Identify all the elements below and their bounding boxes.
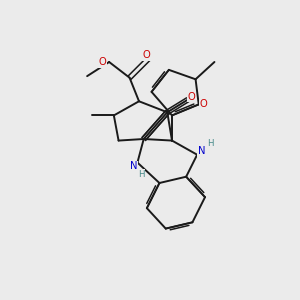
Text: O: O (143, 50, 151, 60)
Text: H: H (138, 170, 144, 179)
Text: O: O (200, 99, 208, 110)
Text: O: O (188, 92, 196, 102)
Text: H: H (207, 139, 214, 148)
Text: N: N (130, 161, 137, 171)
Text: N: N (198, 146, 205, 156)
Text: O: O (98, 57, 106, 67)
